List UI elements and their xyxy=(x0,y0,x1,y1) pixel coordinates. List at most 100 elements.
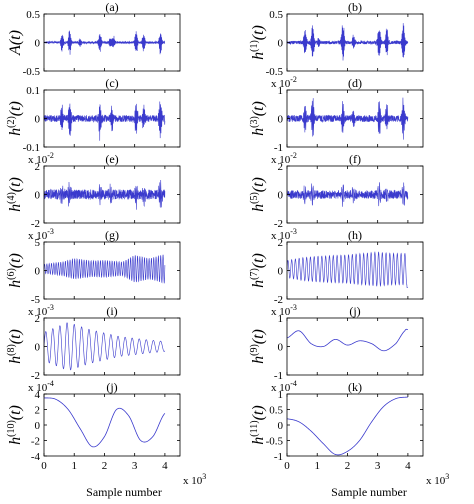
y-tick-label: -2 xyxy=(274,294,283,306)
axes-frame xyxy=(286,317,424,376)
series-line xyxy=(286,182,409,207)
y-axis-label: h(10)(t) xyxy=(6,405,24,445)
y-tick-label: 0 xyxy=(278,420,284,432)
y-tick-label: -2 xyxy=(31,370,40,382)
x-axis-label-left: Sample number xyxy=(86,485,162,499)
y-axis-label: h(9)(t) xyxy=(249,329,267,364)
y-tick-label: 0 xyxy=(35,420,41,432)
panel-12: (k)x 10-4-1-0.500.510 1 2 3 4h(11)(t) xyxy=(249,379,424,472)
panel-title: (k) xyxy=(348,380,362,394)
x-tick-label: 3 xyxy=(375,460,381,472)
y-multiplier: x 10-2 xyxy=(271,75,297,90)
y-tick-label: 0 xyxy=(278,38,284,50)
y-multiplier: x 10-4 xyxy=(28,379,54,394)
y-multiplier: x 10-3 xyxy=(28,227,54,242)
y-tick-label: 0.1 xyxy=(26,85,40,97)
x-multiplier-right: x 103 xyxy=(426,472,449,487)
panel-9: (i) x 10-3 -2 0 2 h(8)(t) xyxy=(6,303,181,382)
y-axis-label: A(t) xyxy=(7,30,24,56)
series-line xyxy=(43,101,166,141)
series-line xyxy=(43,254,166,284)
x-tick-label: 4 xyxy=(405,460,411,472)
y-axis-label: h(8)(t) xyxy=(6,329,24,364)
x-tick-label: 2 xyxy=(345,460,351,472)
x-axis-label-right: Sample number xyxy=(331,485,407,499)
panel-6: (f) x 10-2 -2 0 2 h(5)(t) xyxy=(249,151,424,230)
panel-8: (h) x 10-3 -2 0 2 h(7)(t) xyxy=(249,227,424,306)
panel-7: (g) x 10-3 -5 0 5 h(6)(t) xyxy=(6,227,181,306)
y-axis-label: h(11)(t) xyxy=(249,405,267,444)
y-tick-label: 0 xyxy=(35,266,41,278)
panel-title: (d) xyxy=(348,76,362,90)
y-multiplier: x 10-2 xyxy=(271,151,297,166)
panel-title: (j) xyxy=(349,304,360,318)
y-multiplier: x 10-3 xyxy=(271,227,297,242)
x-tick-label: 3 xyxy=(132,460,138,472)
y-tick-label: 2 xyxy=(35,161,41,173)
y-axis-label: h(1)(t) xyxy=(249,25,267,60)
y-tick-label: -0.5 xyxy=(266,436,284,448)
y-tick-label: 5 xyxy=(35,237,41,249)
series-line xyxy=(286,396,408,456)
series-line xyxy=(286,23,409,61)
y-axis-label: h(5)(t) xyxy=(249,177,267,212)
panel-title: (e) xyxy=(105,152,118,166)
series-line xyxy=(43,180,166,210)
y-tick-label: -0.5 xyxy=(266,66,284,78)
x-tick-label: 1 xyxy=(71,460,77,472)
y-tick-label: -0.1 xyxy=(23,142,40,154)
series-line xyxy=(43,322,166,371)
y-tick-label: 2 xyxy=(278,161,284,173)
y-tick-label: 0 xyxy=(35,114,41,126)
y-tick-label: 2 xyxy=(278,237,284,249)
y-tick-label: 1 xyxy=(278,313,284,325)
y-multiplier: x 10-3 xyxy=(271,303,297,318)
x-tick-label: 0 xyxy=(41,460,47,472)
y-tick-label: -0.5 xyxy=(23,66,41,78)
panel-title: (b) xyxy=(348,0,362,14)
panel-3: (c) -0.1 0 0.1h(2)(t) xyxy=(6,76,181,154)
panel-2: (b) -0.5 0 0.5h(1)(t) xyxy=(249,0,424,78)
y-multiplier: x 10-3 xyxy=(28,303,54,318)
y-multiplier: x 10-2 xyxy=(28,151,54,166)
y-tick-label: -4 xyxy=(31,451,41,463)
y-tick-label: 0 xyxy=(278,266,284,278)
x-tick-label: 0 xyxy=(284,460,290,472)
y-tick-label: 0 xyxy=(278,342,284,354)
y-tick-label: -1 xyxy=(274,451,283,463)
panel-1: (a) -0.5 0 0.5A(t) xyxy=(7,0,181,78)
y-axis-label: h(3)(t) xyxy=(249,101,267,136)
y-tick-label: 1 xyxy=(278,389,284,401)
y-tick-label: -2 xyxy=(31,218,40,230)
panel-title: (h) xyxy=(348,228,362,242)
y-tick-label: 0 xyxy=(278,190,284,202)
y-tick-label: 4 xyxy=(35,389,41,401)
y-tick-label: -5 xyxy=(31,294,41,306)
y-tick-label: 0 xyxy=(35,38,41,50)
x-tick-label: 1 xyxy=(314,460,320,472)
x-tick-label: 4 xyxy=(162,460,168,472)
axes-frame xyxy=(43,317,181,376)
y-axis-label: h(6)(t) xyxy=(6,253,24,288)
panels: (a)-0.500.5A(t)(b)-0.500.5h(1)(t)(c)-0.1… xyxy=(6,0,424,472)
y-tick-label: 1 xyxy=(278,85,284,97)
y-tick-label: -2 xyxy=(274,218,283,230)
panel-title: (g) xyxy=(105,228,119,242)
y-tick-label: 0.5 xyxy=(26,9,40,21)
y-tick-label: -2 xyxy=(31,436,40,448)
y-tick-label: 0.5 xyxy=(269,405,283,417)
y-tick-label: 0 xyxy=(278,114,284,126)
y-axis-label: h(4)(t) xyxy=(6,177,24,212)
series-line xyxy=(286,251,408,288)
x-multiplier-left: x 103 xyxy=(183,472,206,487)
y-axis-label: h(2)(t) xyxy=(6,101,24,136)
y-tick-label: -1 xyxy=(274,370,283,382)
series-line xyxy=(43,30,166,55)
y-tick-label: 2 xyxy=(35,405,41,417)
y-tick-label: 0 xyxy=(35,190,41,202)
axes-frame xyxy=(43,393,181,457)
panel-10: (j) x 10-3 -1 0 1 h(9)(t) xyxy=(249,303,424,382)
panel-4: (d) x 10-2 -1 0 1 h(3)(t) xyxy=(249,75,424,154)
y-tick-label: 2 xyxy=(35,313,41,325)
